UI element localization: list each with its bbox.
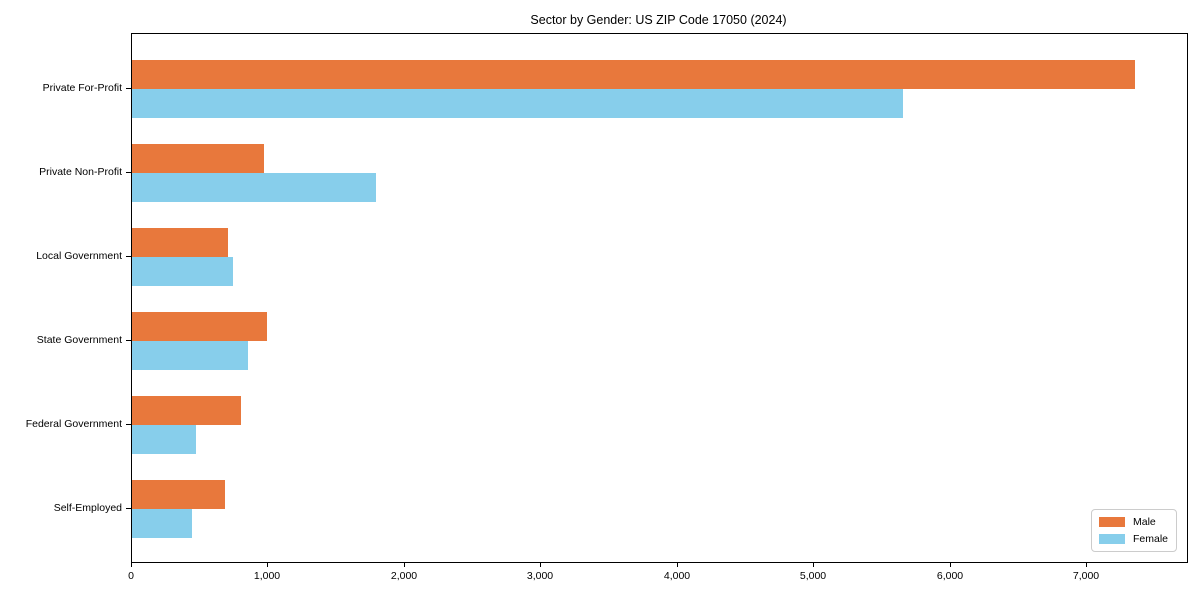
bar-male-private-non-profit [132, 144, 265, 173]
x-axis-tick-label: 5,000 [799, 570, 827, 582]
legend-swatch-male [1099, 517, 1125, 527]
bar-female-local-government [132, 257, 233, 286]
x-axis-tick [267, 563, 268, 567]
y-axis-tick [126, 508, 131, 509]
y-axis-label-private-for-profit: Private For-Profit [42, 82, 122, 94]
bar-male-private-for-profit [132, 60, 1136, 89]
x-axis-tick [677, 563, 678, 567]
bar-female-self-employed [132, 509, 193, 538]
bar-female-private-for-profit [132, 89, 904, 118]
bar-male-federal-government [132, 396, 242, 425]
y-axis-tick [126, 424, 131, 425]
x-axis-tick-label: 6,000 [936, 570, 964, 582]
y-axis-label-state-government: State Government [36, 334, 122, 346]
y-axis-tick [126, 88, 131, 89]
bar-male-self-employed [132, 480, 225, 509]
y-axis-label-federal-government: Federal Government [25, 418, 122, 430]
legend-swatch-female [1099, 534, 1125, 544]
y-axis-tick [126, 172, 131, 173]
x-axis-tick [950, 563, 951, 567]
x-axis-tick-label: 7,000 [1072, 570, 1100, 582]
y-axis-label-self-employed: Self-Employed [53, 502, 122, 514]
bar-female-private-non-profit [132, 173, 377, 202]
legend-label-male: Male [1133, 516, 1156, 528]
legend-label-female: Female [1133, 533, 1169, 545]
y-axis-tick [126, 340, 131, 341]
legend: Male Female [1091, 509, 1177, 552]
x-axis-tick [131, 563, 132, 567]
x-axis-tick-label: 1,000 [253, 570, 281, 582]
plot-area [131, 33, 1188, 563]
chart-title: Sector by Gender: US ZIP Code 17050 (202… [530, 13, 787, 27]
bar-female-federal-government [132, 425, 197, 454]
legend-item-male: Male [1099, 515, 1169, 529]
x-axis-tick [813, 563, 814, 567]
x-axis-tick-label: 0 [128, 570, 134, 582]
x-axis-tick [540, 563, 541, 567]
legend-item-female: Female [1099, 532, 1169, 546]
x-axis-tick [1086, 563, 1087, 567]
bar-male-local-government [132, 228, 228, 257]
y-axis-label-private-non-profit: Private Non-Profit [39, 166, 122, 178]
y-axis-tick [126, 256, 131, 257]
x-axis-tick-label: 3,000 [526, 570, 554, 582]
x-axis-tick-label: 2,000 [390, 570, 418, 582]
x-axis-tick [404, 563, 405, 567]
x-axis-tick-label: 4,000 [663, 570, 691, 582]
bar-male-state-government [132, 312, 268, 341]
bar-female-state-government [132, 341, 248, 370]
y-axis-label-local-government: Local Government [36, 250, 122, 262]
